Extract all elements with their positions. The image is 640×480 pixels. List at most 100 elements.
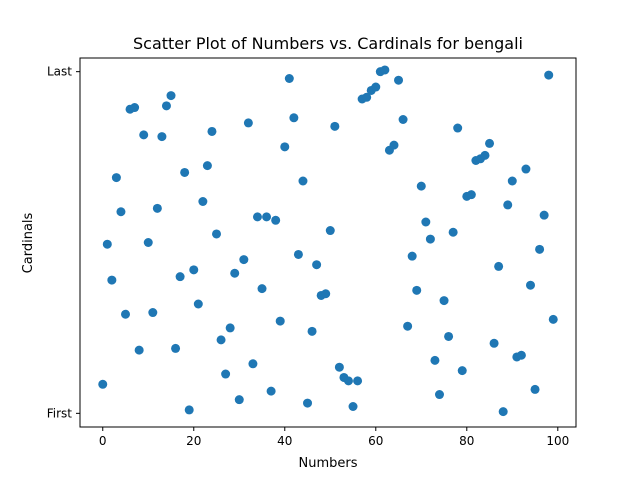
data-point xyxy=(466,190,476,200)
data-point xyxy=(234,395,244,405)
data-point xyxy=(321,289,331,299)
y-tick-label: First xyxy=(47,406,73,420)
x-tick-label: 40 xyxy=(277,434,292,448)
data-point xyxy=(180,167,190,177)
data-point xyxy=(307,326,317,336)
data-point xyxy=(143,238,153,247)
x-axis-label: Numbers xyxy=(299,456,358,471)
data-point xyxy=(507,176,517,186)
data-point xyxy=(548,314,558,324)
data-point xyxy=(202,161,212,171)
data-point xyxy=(230,268,240,278)
x-tick-label: 0 xyxy=(99,434,107,448)
data-point xyxy=(448,227,458,237)
data-point xyxy=(139,130,149,140)
data-point xyxy=(457,366,467,376)
data-point xyxy=(453,123,463,133)
data-point xyxy=(257,284,267,294)
data-point xyxy=(539,210,549,220)
data-point xyxy=(193,299,203,309)
data-point xyxy=(439,296,449,306)
x-tick-label: 20 xyxy=(186,434,201,448)
data-point xyxy=(362,92,372,102)
data-point xyxy=(198,197,208,206)
data-point xyxy=(480,150,490,160)
data-point xyxy=(434,390,444,400)
data-point xyxy=(421,217,431,227)
data-point xyxy=(171,343,181,353)
y-axis-label: Cardinals xyxy=(21,212,36,273)
data-point xyxy=(175,272,185,282)
data-point xyxy=(343,376,353,386)
data-point xyxy=(271,215,281,225)
data-point xyxy=(353,376,363,386)
x-tick-label: 60 xyxy=(368,434,383,448)
data-point xyxy=(266,386,276,396)
data-point xyxy=(407,251,417,261)
data-point xyxy=(516,350,526,360)
data-point xyxy=(530,384,540,394)
data-point xyxy=(526,280,535,290)
data-point xyxy=(289,113,299,123)
data-point xyxy=(216,335,226,345)
data-point xyxy=(284,74,294,83)
data-point xyxy=(444,331,454,341)
data-point xyxy=(252,212,262,222)
points-layer xyxy=(98,65,558,417)
data-point xyxy=(134,345,144,355)
data-point xyxy=(161,101,171,111)
data-point xyxy=(485,138,495,148)
data-point xyxy=(416,181,426,191)
data-point xyxy=(121,309,130,319)
data-point xyxy=(166,91,176,101)
data-point xyxy=(107,275,117,285)
y-tick-label: Last xyxy=(47,65,72,79)
data-point xyxy=(303,398,313,408)
x-tick-label: 80 xyxy=(459,434,474,448)
data-point xyxy=(430,355,440,365)
data-point xyxy=(312,260,322,270)
data-point xyxy=(403,321,413,331)
data-point xyxy=(398,115,408,124)
data-point xyxy=(207,126,217,136)
data-point xyxy=(243,118,253,128)
data-point xyxy=(102,239,112,249)
data-point xyxy=(248,359,258,369)
data-point xyxy=(494,261,504,271)
data-point xyxy=(544,70,554,80)
data-point xyxy=(394,75,404,85)
data-point xyxy=(498,407,508,417)
data-point xyxy=(298,176,308,186)
data-point xyxy=(380,65,390,75)
data-point xyxy=(275,316,285,326)
data-point xyxy=(189,265,199,275)
data-point xyxy=(148,308,158,318)
data-point xyxy=(330,121,340,131)
data-point xyxy=(521,164,531,174)
data-point xyxy=(412,285,422,295)
x-axis: 0 20 40 60 80 100 xyxy=(99,427,569,448)
data-point xyxy=(389,140,399,150)
data-point xyxy=(184,405,194,415)
data-point xyxy=(348,402,358,411)
data-point xyxy=(293,249,303,259)
plot-frame xyxy=(79,57,577,428)
x-tick-label: 100 xyxy=(546,434,569,448)
data-point xyxy=(535,244,545,254)
data-point xyxy=(111,173,121,183)
data-point xyxy=(152,203,162,213)
data-point xyxy=(503,200,513,210)
data-point xyxy=(116,207,126,217)
data-point xyxy=(262,212,272,222)
data-point xyxy=(98,379,108,389)
data-point xyxy=(225,323,235,333)
data-point xyxy=(371,82,381,92)
data-point xyxy=(239,255,249,265)
data-point xyxy=(280,142,290,152)
data-point xyxy=(130,103,140,113)
data-point xyxy=(157,132,167,142)
data-point xyxy=(425,234,435,244)
y-axis: First Last xyxy=(47,65,80,420)
